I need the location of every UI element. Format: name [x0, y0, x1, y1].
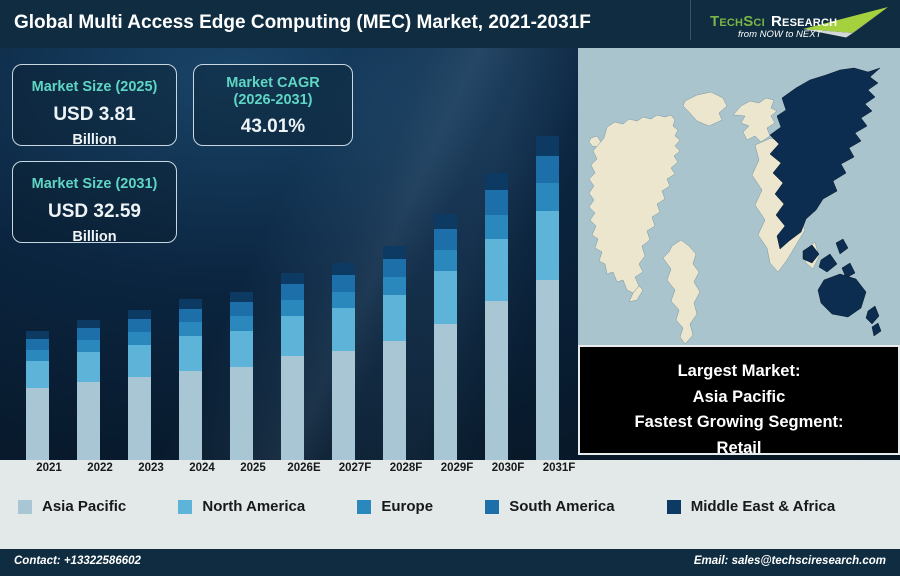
svg-text:TECHSCI: TECHSCI: [710, 13, 765, 30]
svg-text:from NOW to NEXT: from NOW to NEXT: [738, 29, 823, 40]
svg-text:RESEARCH: RESEARCH: [771, 13, 837, 30]
